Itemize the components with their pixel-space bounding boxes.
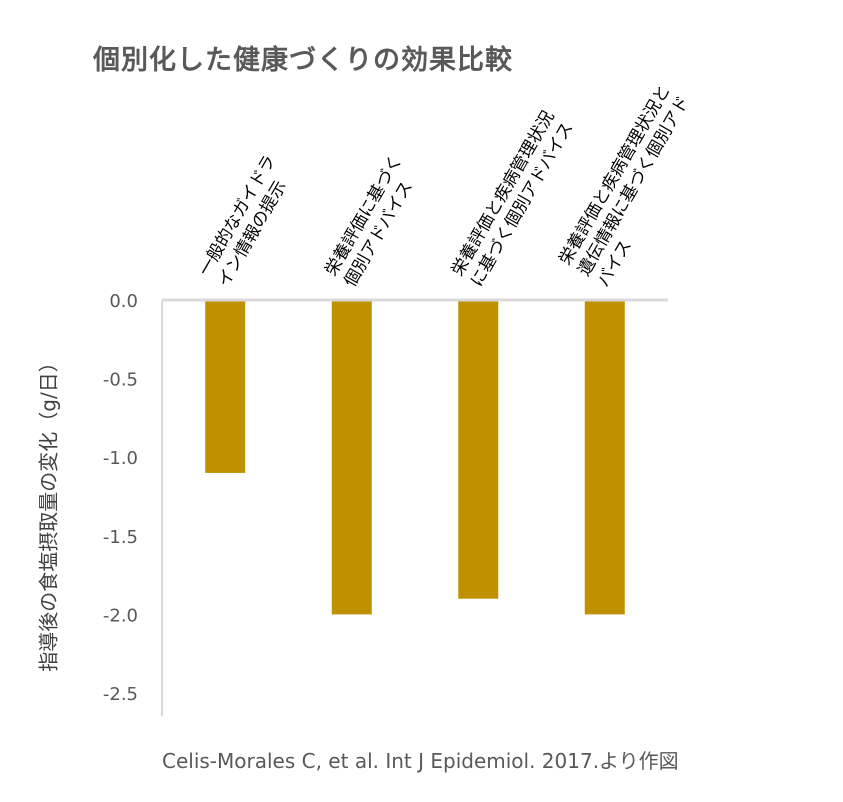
y-tick-label: -1.5 [103,527,138,548]
y-tick-label: -1.0 [103,448,138,469]
y-tick-label: -2.5 [103,684,138,705]
bar [584,300,625,615]
y-tick-label: -2.0 [103,605,138,626]
y-tick-label: -0.5 [103,370,138,391]
chart-title: 個別化した健康づくりの効果比較 [93,45,513,76]
category-label-line: 栄養評価と疾病管理状況と [555,82,674,269]
y-tick-label: 0.0 [109,291,138,312]
bar [205,300,246,473]
bar [458,300,499,599]
bar [331,300,372,615]
y-axis-label: 指導後の食塩摂取量の変化（g/日） [36,352,61,672]
source-citation: Celis-Morales C, et al. Int J Epidemiol.… [162,749,679,773]
